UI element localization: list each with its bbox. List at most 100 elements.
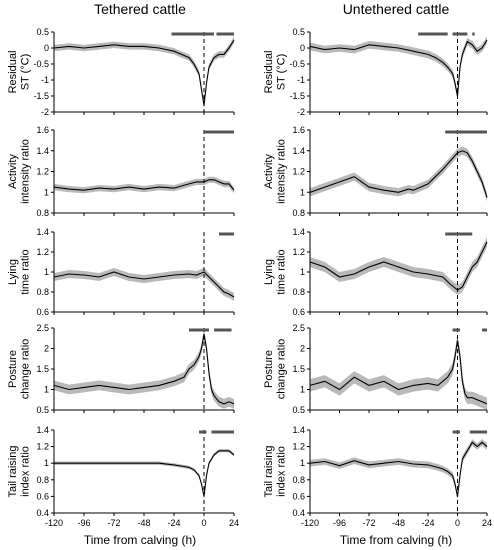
x-tick-label: -72	[362, 518, 375, 528]
y-tick-label: 1	[44, 187, 49, 197]
y-tick-label: 0.8	[292, 208, 305, 218]
y-axis-label-line: Tail raising	[263, 446, 275, 498]
confidence-band	[310, 334, 487, 410]
y-axis-label: Posturechange ratio	[7, 339, 32, 400]
y-tick-label: -1.5	[33, 91, 49, 101]
y-axis-label-line: index ratio	[19, 446, 31, 497]
y-tick-label: 1.5	[292, 364, 305, 374]
y-tick-label: 0.6	[292, 307, 305, 317]
y-axis-label: Tail raisingindex ratio	[263, 446, 288, 498]
x-axis-label-tethered: Time from calving (h)	[84, 533, 196, 547]
panel-tethered-posture-change: 0.5 1 1.5 2 2.5 Posturechange ratio	[7, 323, 235, 415]
panel-tethered-lying-time: 0.6 0.8 1 1.2 1.4 Lyingtime ratio	[7, 227, 235, 317]
y-tick-label: 1.4	[36, 227, 49, 237]
y-tick-label: 1	[300, 385, 305, 395]
y-tick-label: -1	[297, 75, 305, 85]
y-tick-label: 1.4	[292, 146, 305, 156]
y-axis-label: Activityintensity ratio	[7, 139, 32, 204]
mean-line	[53, 334, 235, 405]
panel-tethered-activity-intensity: 0.8 1 1.2 1.4 1.6 Activityintensity ratio	[7, 125, 235, 218]
panel-untethered-posture-change: 0.5 1 1.5 2 2.5 Posturechange ratio	[263, 323, 488, 415]
y-tick-label: 0	[300, 43, 305, 53]
y-tick-label: 1.2	[292, 167, 305, 177]
y-tick-label: 1.4	[36, 146, 49, 156]
y-axis-label-line: time ratio	[275, 249, 287, 294]
y-axis-label-line: change ratio	[19, 339, 31, 400]
y-axis-label-line: ST (°C)	[19, 54, 31, 91]
y-tick-label: 1	[300, 187, 305, 197]
y-tick-label: 1	[44, 267, 49, 277]
y-tick-label: 0.5	[292, 27, 305, 37]
y-axis-label-line: intensity ratio	[19, 139, 31, 204]
y-tick-label: 1	[44, 458, 49, 468]
x-tick-label: 24	[482, 518, 492, 528]
confidence-band	[54, 176, 234, 194]
confidence-band	[54, 329, 234, 409]
x-tick-label: -120	[301, 518, 319, 528]
y-tick-label: 2.5	[36, 323, 49, 333]
y-tick-label: 0.5	[292, 405, 305, 415]
y-axis-label-line: intensity ratio	[275, 139, 287, 204]
y-tick-label: 1.2	[292, 442, 305, 452]
y-axis-label-line: Tail raising	[7, 446, 19, 498]
y-tick-label: 0.4	[292, 508, 305, 518]
x-tick-label: -120	[45, 518, 63, 528]
y-tick-label: 0.5	[36, 405, 49, 415]
y-axis-label-line: change ratio	[275, 339, 287, 400]
y-tick-label: 0.4	[36, 508, 49, 518]
y-tick-label: -0.5	[289, 59, 305, 69]
x-tick-label: -24	[421, 518, 434, 528]
x-axis-label-untethered: Time from calving (h)	[340, 533, 452, 547]
confidence-band	[54, 36, 234, 109]
confidence-band	[310, 146, 487, 202]
confidence-band	[310, 439, 487, 500]
y-tick-label: -2	[297, 107, 305, 117]
y-axis-label: Lyingtime ratio	[263, 249, 288, 294]
y-tick-label: 2	[44, 344, 49, 354]
y-axis-label-line: Residual	[7, 51, 19, 94]
mean-line	[309, 39, 488, 97]
mean-line	[309, 441, 488, 497]
mean-line	[309, 340, 488, 405]
y-axis-label-line: Activity	[7, 154, 19, 189]
y-tick-label: -0.5	[33, 59, 49, 69]
panel-tethered-residual-st: -2 -1.5 -1 -0.5 0 0.5 ResidualST (°C)	[7, 27, 235, 117]
y-tick-label: 0	[44, 43, 49, 53]
y-axis-label-line: Residual	[263, 51, 275, 94]
y-tick-label: 1.5	[36, 364, 49, 374]
y-tick-label: -1	[41, 75, 49, 85]
y-tick-label: 2.5	[292, 323, 305, 333]
y-tick-label: 0.8	[292, 287, 305, 297]
column-title-tethered: Tethered cattle	[94, 1, 186, 17]
x-tick-label: -96	[333, 518, 346, 528]
y-axis-label-line: index ratio	[275, 446, 287, 497]
mean-line	[309, 150, 488, 198]
confidence-band	[54, 268, 234, 301]
y-axis-label: Posturechange ratio	[263, 339, 288, 400]
panel-untethered-residual-st: -2 -1.5 -1 -0.5 0 0.5 ResidualST (°C)	[263, 27, 488, 117]
confidence-band	[310, 237, 487, 295]
y-axis-label-line: Activity	[263, 154, 275, 189]
panel-untethered-lying-time: 0.6 0.8 1 1.2 1.4 Lyingtime ratio	[263, 227, 488, 317]
x-tick-label: -48	[392, 518, 405, 528]
x-tick-label: 0	[455, 518, 460, 528]
y-tick-label: 0.6	[36, 491, 49, 501]
y-tick-label: 0.6	[36, 307, 49, 317]
y-axis-label-line: Posture	[263, 350, 275, 388]
mean-line	[53, 271, 235, 298]
panel-untethered-activity-intensity: 0.8 1 1.2 1.4 1.6 Activityintensity ratio	[263, 125, 488, 218]
column-title-untethered: Untethered cattle	[343, 1, 450, 17]
y-tick-label: 1.4	[36, 425, 49, 435]
mean-line	[53, 179, 235, 191]
y-axis-label-line: Lying	[7, 259, 19, 285]
y-axis-label-line: Lying	[263, 259, 275, 285]
y-axis-label: Activityintensity ratio	[263, 139, 288, 204]
y-axis-label: ResidualST (°C)	[7, 51, 32, 94]
y-tick-label: -2	[41, 107, 49, 117]
x-tick-label: -72	[107, 518, 120, 528]
x-tick-label: -96	[77, 518, 90, 528]
panel-tethered-tail-raising: 0.4 0.6 0.8 1 1.2 1.4 -120 -96 -72 -48 -24 0 24 Tail …	[7, 425, 239, 528]
y-axis-label: Lyingtime ratio	[7, 249, 32, 294]
y-axis-label: Tail raisingindex ratio	[7, 446, 32, 498]
